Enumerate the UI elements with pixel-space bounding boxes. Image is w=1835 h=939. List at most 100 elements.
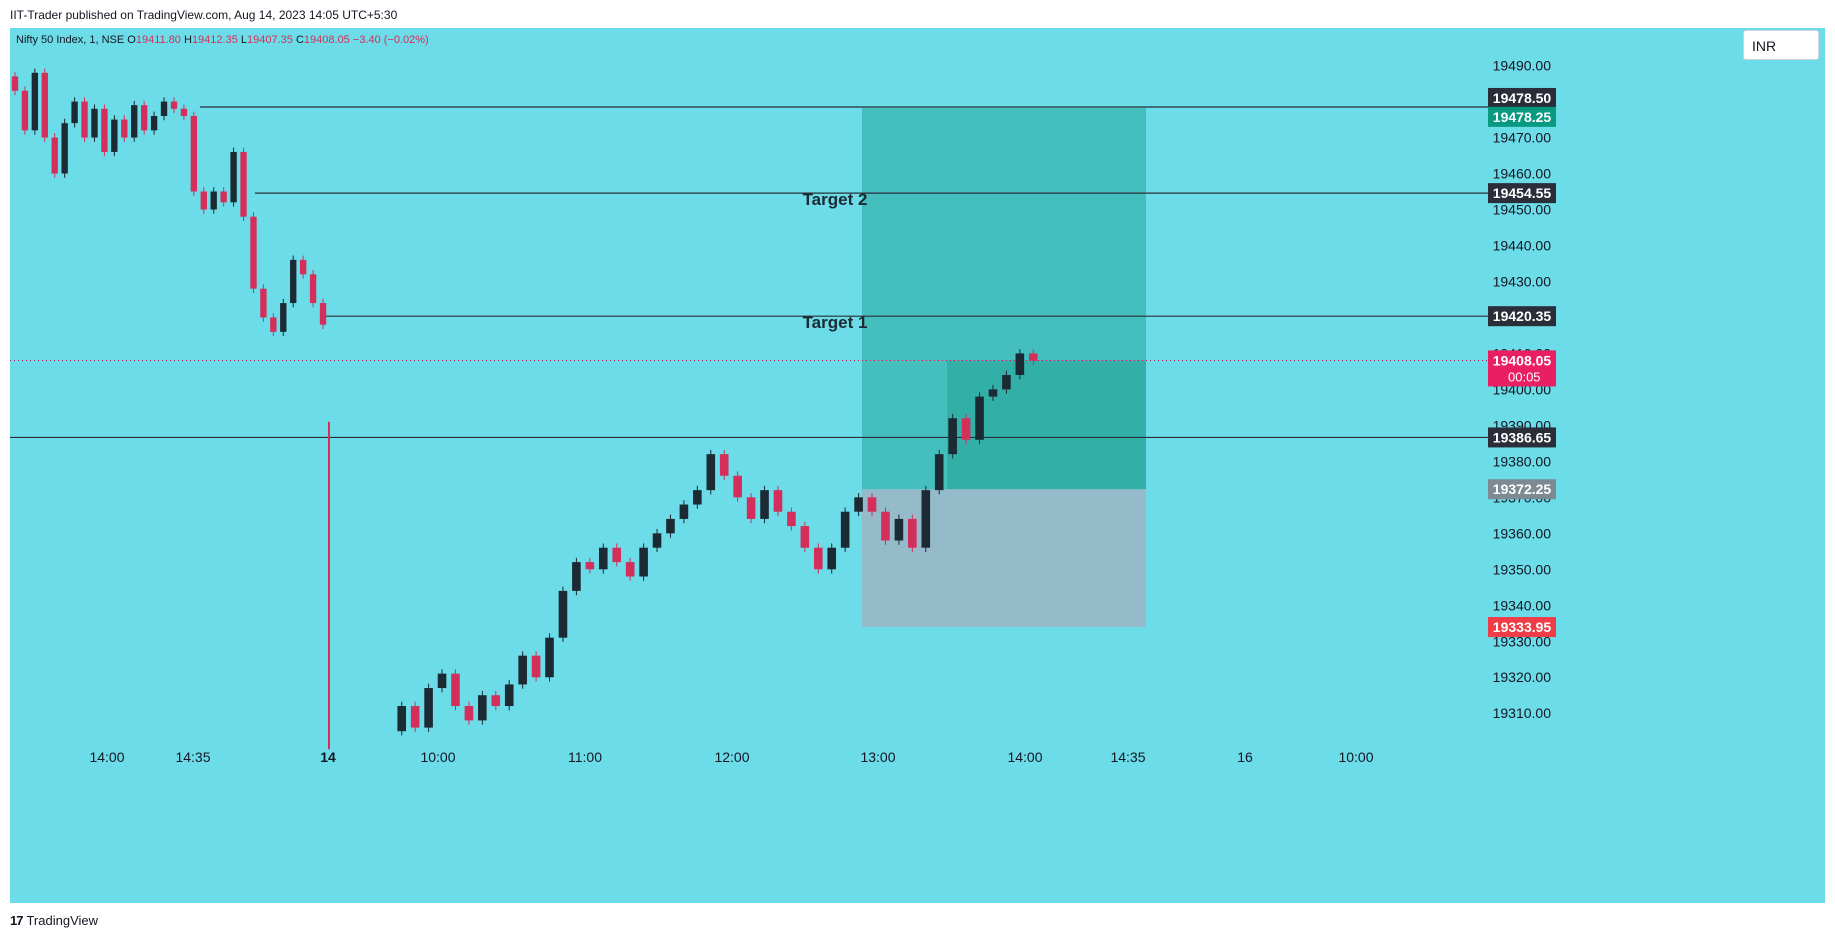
annotation-label: Target 1 [803,313,868,332]
candle-body [31,72,39,131]
symbol-name: Nifty 50 Index, 1, NSE [16,34,125,46]
x-tick-label: 14:35 [175,749,210,765]
candle-body [240,151,247,217]
candle-body [746,497,756,519]
open-label: O [127,34,136,46]
candle-body [531,655,541,678]
candle-body [91,108,98,138]
low-label: L [240,34,248,46]
candle-body [988,389,998,397]
candle-body [71,101,78,124]
position-zones [862,107,1146,628]
x-tick-label: 16 [1237,749,1253,765]
candle-body [451,673,460,707]
candle-body [131,105,138,138]
candle-body [111,119,118,152]
candle-body [260,288,267,318]
annotation-label: Target 2 [803,190,868,209]
line-price-tag: 19420.35 [1493,308,1552,324]
candle-body [478,695,487,721]
candle-body [827,547,837,570]
line-price-tag: 19478.50 [1493,90,1552,106]
candles [11,68,1038,750]
candle-body [160,101,168,116]
y-tick-label: 19340.00 [1493,597,1552,613]
stop-zone [862,489,1146,628]
candle-body [299,259,307,275]
y-tick-label: 19350.00 [1493,561,1552,577]
candle-body [572,562,581,591]
candle-body [612,547,622,563]
candle-body [121,119,128,138]
high-value: 19412.35 [191,34,238,46]
candle-body [666,518,675,534]
y-tick-label: 19490.00 [1493,58,1552,74]
candlestick-chart[interactable]: Target 2 Target 1 19490.0019480.0019470.0… [10,28,1825,903]
candle-body [625,562,635,577]
candle-body [545,637,554,678]
candle-body [1002,375,1011,390]
stop-price-tag: 19333.95 [1493,619,1552,635]
candle-body [719,454,729,476]
candle-body [464,706,474,721]
candle-body [180,108,188,116]
annotations: Target 2 Target 1 [803,190,868,332]
candle-body [81,101,88,138]
x-tick-label: 10:00 [1338,749,1373,765]
target-price-tag-box [1488,106,1556,127]
currency-selector[interactable]: INR [1743,30,1819,60]
candle-body [787,511,796,527]
y-tick-label: 19450.00 [1493,202,1552,218]
candle-body [693,490,702,505]
change-value: −3.40 (−0.02%) [352,34,429,46]
candle-body [881,511,890,541]
x-tick-label: 14:00 [89,749,124,765]
candle-body [504,684,514,707]
candle-body [270,317,277,332]
candle-body [934,454,944,491]
candle-body [21,90,29,131]
price-axis: 19490.0019480.0019470.0019460.0019450.00… [1488,58,1556,721]
chart-area[interactable]: Target 2 Target 1 19490.0019480.0019470.0… [10,28,1825,903]
candle-body [1015,353,1025,376]
tradingview-logo[interactable]: 17 TradingView [10,913,98,928]
y-tick-label: 19470.00 [1493,130,1552,146]
candle-body [397,706,407,732]
candle-body [1028,353,1038,361]
candle-body [961,418,971,440]
candle-body [150,115,158,131]
x-tick-label: 14:00 [1007,749,1042,765]
entry-price-tag-box [1488,479,1556,500]
candle-body [11,76,19,91]
candle-body [491,695,501,707]
y-tick-label: 19320.00 [1493,669,1552,685]
candle-body [518,655,527,685]
y-tick-label: 19440.00 [1493,237,1552,253]
candle-body [908,518,917,548]
candle-body [639,547,648,577]
current-price-tag-box [1488,350,1556,387]
candle-body [309,274,317,304]
candle-body [813,547,823,570]
line-price-tag: 19454.55 [1493,185,1552,201]
candle-body [975,396,984,440]
candle-body [679,504,689,519]
candle-body [760,490,769,519]
candle-body [558,590,568,638]
close-label: C [295,34,304,46]
candle-body [290,259,297,304]
line-price-tag-box [1488,306,1556,327]
candle-body [140,105,148,131]
candle-body [854,497,863,512]
candle-body [773,490,783,512]
y-tick-label: 19330.00 [1493,633,1552,649]
candle-body [200,191,207,210]
y-tick-label: 19380.00 [1493,453,1552,469]
y-tick-label: 19360.00 [1493,525,1552,541]
candle-body [867,497,877,512]
symbol-legend[interactable]: Nifty 50 Index, 1, NSE O19411.80 H19412.… [16,34,429,46]
candle-body [220,191,227,203]
high-label: H [183,34,192,46]
candle-body [280,303,287,332]
x-tick-label: 10:00 [420,749,455,765]
